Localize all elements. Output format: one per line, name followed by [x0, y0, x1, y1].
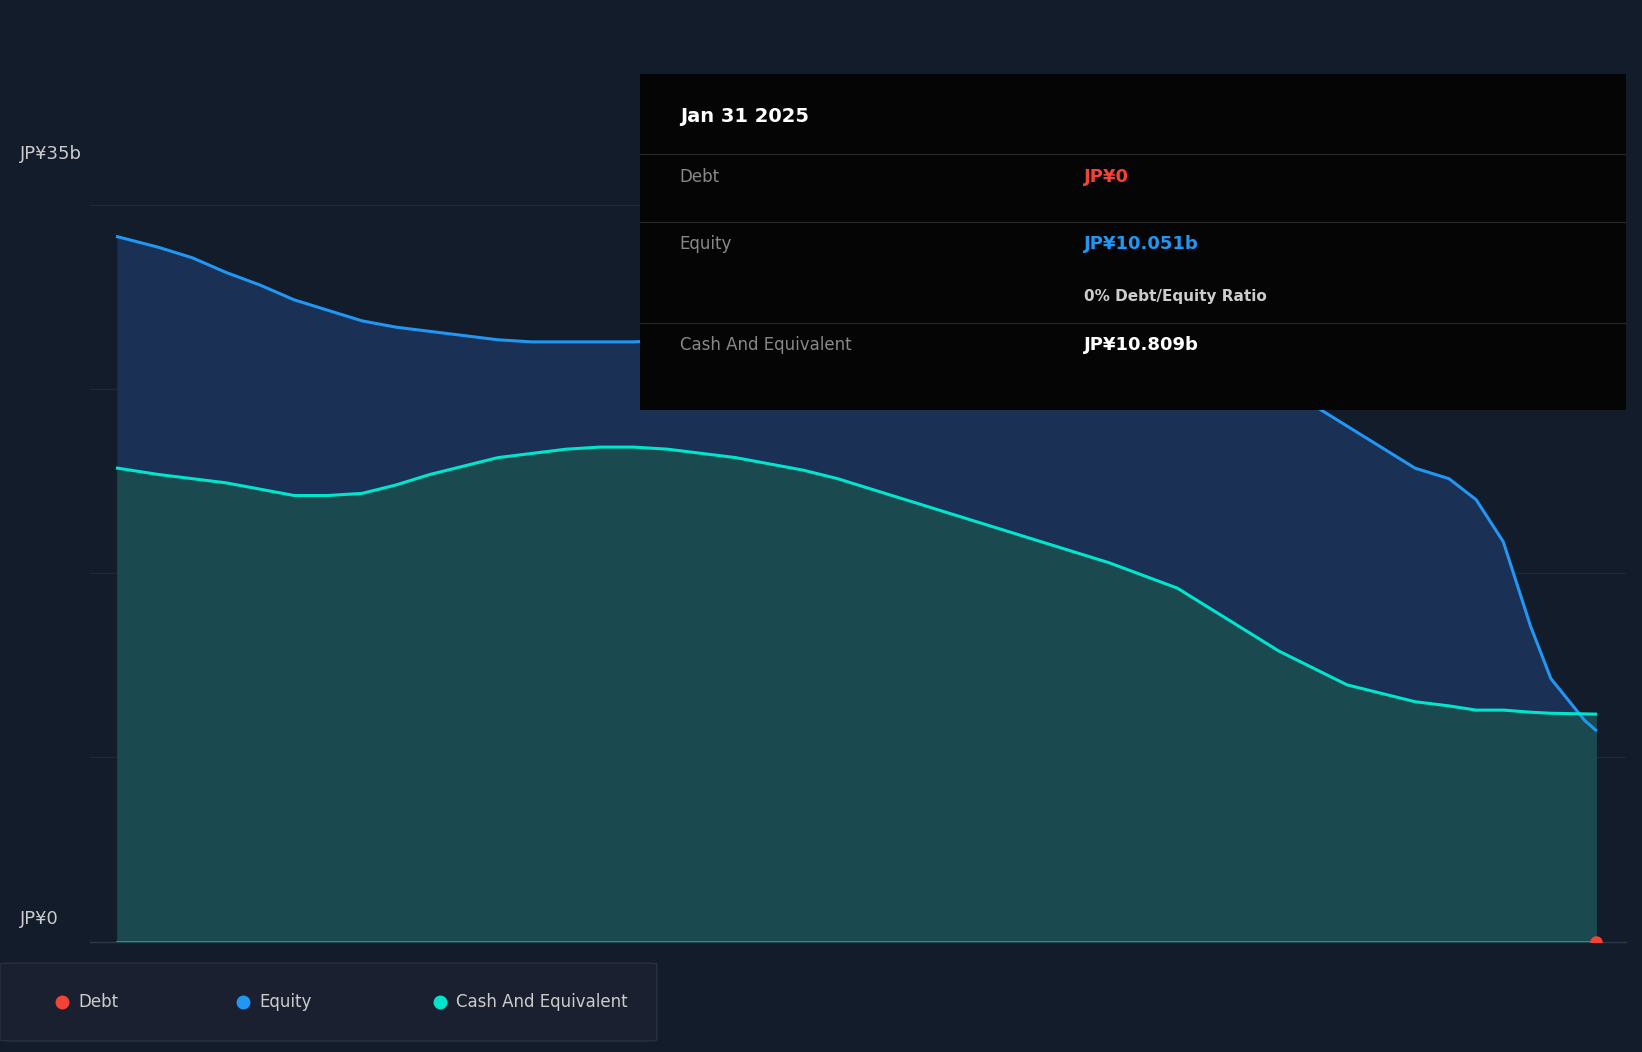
Text: JP¥0: JP¥0 — [20, 910, 59, 928]
Text: Debt: Debt — [79, 993, 118, 1011]
Text: Jan 31 2025: Jan 31 2025 — [680, 107, 810, 126]
Text: JP¥10.809b: JP¥10.809b — [1084, 337, 1199, 355]
Text: Equity: Equity — [680, 236, 732, 254]
Text: JP¥0: JP¥0 — [1084, 168, 1128, 186]
Text: JP¥10.051b: JP¥10.051b — [1084, 236, 1199, 254]
Text: 0% Debt/Equity Ratio: 0% Debt/Equity Ratio — [1084, 289, 1266, 304]
Text: JP¥35b: JP¥35b — [20, 145, 82, 163]
Text: Equity: Equity — [259, 993, 312, 1011]
Text: Cash And Equivalent: Cash And Equivalent — [680, 337, 852, 355]
Text: Cash And Equivalent: Cash And Equivalent — [456, 993, 629, 1011]
FancyBboxPatch shape — [0, 963, 657, 1041]
Text: Debt: Debt — [680, 168, 719, 186]
